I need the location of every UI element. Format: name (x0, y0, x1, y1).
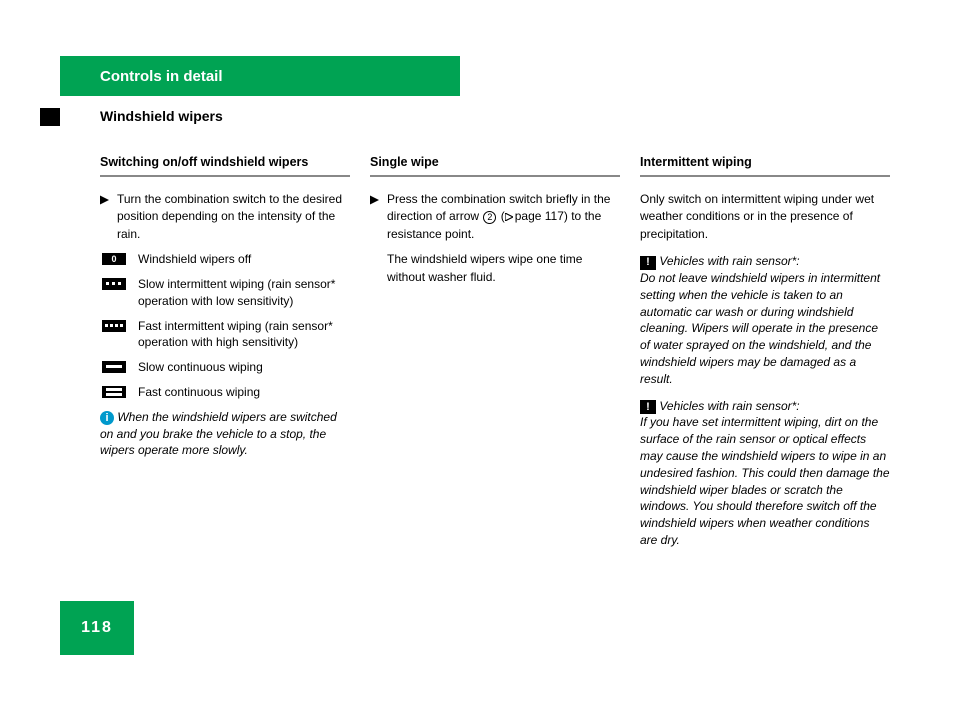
page-number: 118 (81, 619, 113, 637)
circled-number-icon: 2 (483, 211, 496, 224)
info-note-text: i When the windshield wipers are switche… (100, 409, 350, 459)
page-ref-triangle-icon (505, 209, 513, 226)
col3-para-1: Only switch on intermittent wiping under… (640, 191, 890, 243)
thumb-tab (40, 108, 60, 126)
warning-1-body: Do not leave windshield wipers in interm… (640, 270, 890, 388)
setting-label: Fast intermittent wiping (rain sensor* o… (138, 318, 350, 352)
setting-row-off: 0 Windshield wipers off (100, 251, 350, 268)
column-3: Intermittent wiping Only switch on inter… (640, 155, 890, 559)
setting-row-fast-continuous: Fast continuous wiping (100, 384, 350, 401)
fast-continuous-icon (100, 385, 128, 399)
warn1-heading-text: Vehicles with rain sensor*: (659, 254, 799, 268)
warning-2-heading: ! Vehicles with rain sensor*: (640, 398, 890, 415)
warning-2-body: If you have set intermittent wiping, dir… (640, 414, 890, 548)
text-fragment: ( (497, 209, 504, 223)
info-note-body: When the windshield wipers are switched … (100, 410, 337, 458)
setting-label: Slow continuous wiping (138, 359, 350, 376)
warn2-heading-text: Vehicles with rain sensor*: (659, 399, 799, 413)
page-ref: page 117 (515, 209, 564, 223)
page-number-box: 118 (60, 601, 134, 655)
wiper-settings-list: 0 Windshield wipers off Slow intermitten… (100, 251, 350, 401)
slow-continuous-icon (100, 360, 128, 374)
fast-intermittent-icon (100, 319, 128, 333)
setting-row-fast-intermittent: Fast intermittent wiping (rain sensor* o… (100, 318, 350, 352)
setting-label: Fast continuous wiping (138, 384, 350, 401)
warning-icon: ! (640, 256, 656, 270)
col1-step-1-text: Turn the combination switch to the desir… (117, 191, 350, 243)
col2-heading: Single wipe (370, 155, 620, 177)
warning-1-heading: ! Vehicles with rain sensor*: (640, 253, 890, 270)
col1-step-1: Turn the combination switch to the desir… (100, 191, 350, 243)
warning-icon: ! (640, 400, 656, 414)
setting-row-slow-continuous: Slow continuous wiping (100, 359, 350, 376)
header-bar: Controls in detail (60, 56, 460, 96)
column-2: Single wipe Press the combination switch… (370, 155, 620, 559)
setting-label: Slow intermittent wiping (rain sensor* o… (138, 276, 350, 310)
col2-para-2: The windshield wipers wipe one time with… (370, 251, 620, 286)
col1-heading: Switching on/off windshield wipers (100, 155, 350, 177)
info-note: i When the windshield wipers are switche… (100, 409, 350, 459)
setting-row-slow-intermittent: Slow intermittent wiping (rain sensor* o… (100, 276, 350, 310)
column-1: Switching on/off windshield wipers Turn … (100, 155, 350, 559)
wiper-off-icon: 0 (100, 252, 128, 266)
setting-label: Windshield wipers off (138, 251, 350, 268)
content-columns: Switching on/off windshield wipers Turn … (100, 155, 900, 559)
info-icon: i (100, 411, 114, 425)
header-title: Controls in detail (100, 68, 223, 85)
col2-step-1: Press the combination switch briefly in … (370, 191, 620, 243)
triangle-bullet-icon (100, 193, 109, 210)
col3-heading: Intermittent wiping (640, 155, 890, 177)
triangle-bullet-icon (370, 193, 379, 210)
col2-step-1-text: Press the combination switch briefly in … (387, 191, 620, 243)
section-title: Windshield wipers (100, 108, 223, 124)
svg-text:0: 0 (111, 254, 116, 264)
slow-intermittent-icon (100, 277, 128, 291)
